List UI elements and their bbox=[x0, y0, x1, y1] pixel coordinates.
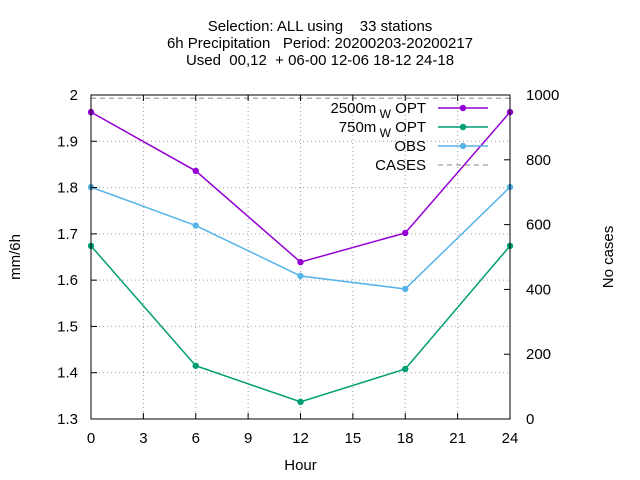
legend-label: OBS bbox=[394, 138, 426, 155]
legend-label: 2500m W OPT bbox=[330, 100, 426, 121]
y-tick-label: 1.3 bbox=[57, 411, 78, 428]
y-tick-label: 2 bbox=[70, 87, 78, 104]
y-axis-label: mm/6h bbox=[7, 234, 24, 280]
legend-marker bbox=[459, 123, 467, 131]
x-axis-label: Hour bbox=[284, 457, 317, 474]
x-tick-label: 18 bbox=[397, 430, 414, 447]
legend-marker bbox=[459, 142, 467, 150]
x-tick-label: 21 bbox=[449, 430, 466, 447]
grid bbox=[91, 95, 510, 419]
x-tick-label: 12 bbox=[292, 430, 309, 447]
y2-tick-label: 800 bbox=[526, 152, 551, 169]
data-point bbox=[297, 272, 304, 280]
x-tick-label: 6 bbox=[192, 430, 200, 447]
title-line: Selection: ALL using 33 stations bbox=[208, 18, 433, 35]
y2-axis-label: No cases bbox=[600, 226, 617, 289]
legend-label: CASES bbox=[375, 157, 426, 174]
y2-tick-label: 0 bbox=[526, 411, 534, 428]
x-tick-label: 9 bbox=[244, 430, 252, 447]
y-tick-label: 1.8 bbox=[57, 180, 78, 197]
x-tick-label: 24 bbox=[502, 430, 519, 447]
title-line: Used 00,12 + 06-00 12-06 18-12 24-18 bbox=[186, 52, 454, 69]
data-point bbox=[192, 362, 199, 369]
x-tick-label: 15 bbox=[345, 430, 362, 447]
y2-tick-label: 1000 bbox=[526, 87, 559, 104]
data-point bbox=[402, 229, 409, 237]
data-point bbox=[402, 285, 409, 293]
y-tick-label: 1.4 bbox=[57, 365, 78, 382]
data-point bbox=[192, 167, 199, 175]
y2-tick-label: 200 bbox=[526, 346, 551, 363]
data-point bbox=[402, 365, 409, 373]
x-tick-label: 3 bbox=[139, 430, 147, 447]
y-tick-label: 1.9 bbox=[57, 133, 78, 150]
x-tick-label: 0 bbox=[87, 430, 95, 447]
y2-tick-label: 400 bbox=[526, 281, 551, 298]
title-line: 6h Precipitation Period: 20200203-202002… bbox=[167, 35, 473, 52]
y2-tick-label: 600 bbox=[526, 217, 551, 234]
y-tick-label: 1.5 bbox=[57, 318, 78, 335]
y-tick-label: 1.6 bbox=[57, 272, 78, 289]
legend-marker bbox=[459, 104, 467, 112]
data-point bbox=[192, 222, 199, 229]
axis-ticks: 0 3 6 9 12 15 18 21 24 1.3 1.4 1.5 1.6 1.7 1.8 1.9 2 0 200… bbox=[57, 87, 559, 447]
y-tick-label: 1.7 bbox=[57, 226, 78, 243]
data-point bbox=[297, 398, 304, 406]
data-point bbox=[297, 258, 304, 266]
legend-label: 750m W OPT bbox=[339, 119, 426, 140]
